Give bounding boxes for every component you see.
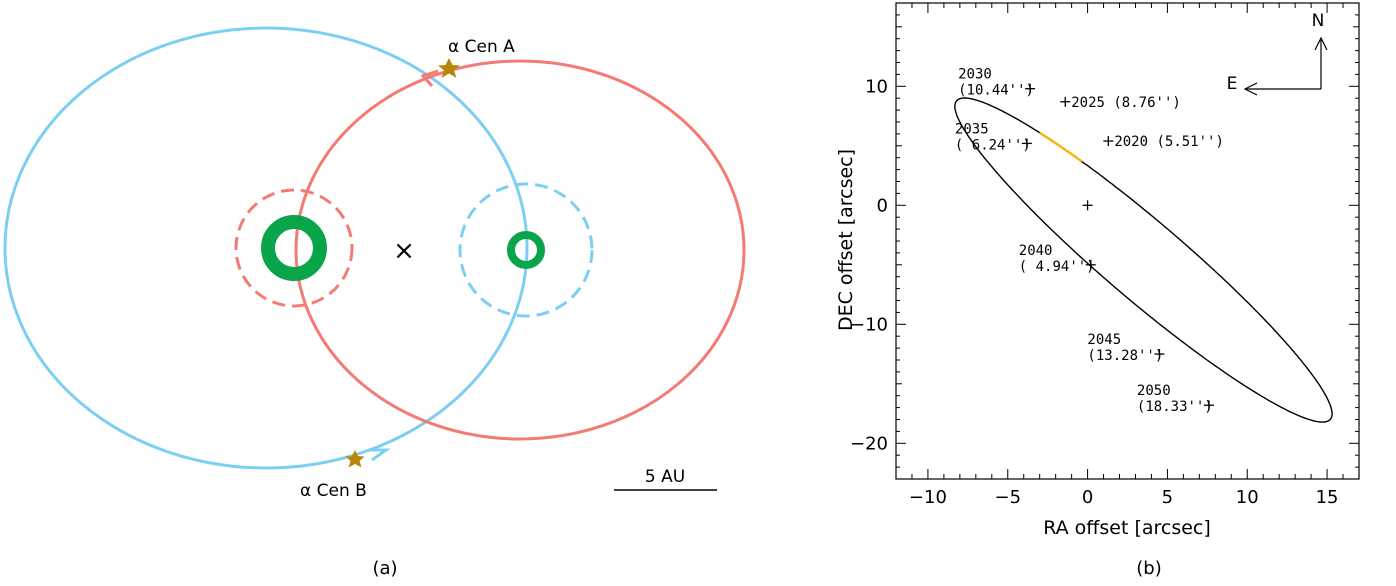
y-tick-label: −10 [850, 314, 888, 335]
x-tick-label: 0 [1082, 487, 1093, 508]
epoch-marker-2050 [1203, 400, 1214, 411]
epoch-marker-2040 [1085, 259, 1096, 270]
epoch-marker-2035 [1021, 138, 1032, 149]
cen-b-label: α Cen B [300, 481, 367, 501]
orbit-diagram-panel: × α Cen A α Cen B 5 AU (a) [3, 26, 746, 579]
cen-a-habitable-zone [261, 215, 327, 281]
sky-projection-chart: −10 −5 0 5 10 15 −20 −10 0 10 2020 (5.51'') 2025 (… [835, 2, 1360, 579]
epoch-marker-2025 [1060, 96, 1071, 107]
x-tick-label: 5 [1162, 487, 1173, 508]
compass: N E [1227, 11, 1328, 96]
orbit-highlight-segment [1038, 131, 1083, 163]
axis-ticks [895, 2, 1360, 480]
epoch-label-2035: 2035( 6.24'') [955, 121, 1031, 153]
panel-a-caption: (a) [372, 558, 397, 579]
epoch-label-2020: 2020 (5.51'') [1114, 134, 1224, 150]
cen-b-orbit-arrow [368, 448, 391, 462]
cen-a-stability-circle [234, 188, 354, 308]
relative-orbit [954, 97, 1333, 423]
svg-text:2045: 2045 [1087, 332, 1121, 348]
x-tick-label: −10 [909, 487, 947, 508]
x-tick-label: −5 [994, 487, 1021, 508]
svg-text:(10.44''): (10.44'') [958, 83, 1034, 99]
x-tick-label: 10 [1236, 487, 1259, 508]
svg-text:2040: 2040 [1019, 243, 1053, 259]
axis-tick-labels: −10 −5 0 5 10 15 −20 −10 0 10 [850, 76, 1339, 508]
svg-text:2030: 2030 [958, 67, 992, 83]
primary-star-marker [1082, 200, 1093, 211]
epoch-label-2050: 2050(18.33'') [1137, 383, 1213, 415]
x-tick-label: 15 [1316, 487, 1339, 508]
y-tick-label: −20 [850, 433, 888, 454]
epoch-marker-2045 [1154, 349, 1165, 360]
svg-text:(18.33''): (18.33'') [1137, 399, 1213, 415]
barycenter-marker: × [393, 236, 415, 266]
cen-b-stability-circle [458, 182, 594, 318]
x-axis-label: RA offset [arcsec] [1043, 517, 1211, 539]
cen-a-orbit [294, 59, 746, 441]
epoch-label-2045: 2045(13.28'') [1087, 332, 1163, 364]
epoch-label-2030: 2030(10.44'') [958, 67, 1034, 99]
compass-east-label: E [1227, 74, 1238, 94]
cen-b-habitable-zone [507, 231, 545, 269]
epoch-markers [1021, 83, 1214, 411]
svg-text:2035: 2035 [955, 121, 989, 137]
cen-a-star-icon [438, 58, 460, 78]
epoch-marker-2030 [1025, 83, 1036, 94]
svg-text:2050: 2050 [1137, 383, 1171, 399]
panel-b-caption: (b) [1136, 558, 1161, 579]
epoch-label-2025: 2025 (8.76'') [1071, 95, 1181, 111]
svg-text:( 6.24''): ( 6.24'') [955, 137, 1031, 153]
epoch-label-2040: 2040( 4.94'') [1019, 243, 1095, 275]
cen-a-label: α Cen A [448, 37, 515, 57]
cen-b-star-icon [345, 450, 365, 468]
y-tick-label: 10 [865, 76, 888, 97]
epoch-labels: 2020 (5.51'')2025 (8.76'')2030(10.44'')2… [955, 67, 1224, 416]
cen-a-orbit-arrow [420, 69, 439, 88]
y-tick-label: 0 [877, 195, 888, 216]
svg-text:(13.28''): (13.28'') [1087, 348, 1163, 364]
epoch-marker-2020 [1103, 136, 1114, 147]
y-axis-label: DEC offset [arcsec] [835, 149, 857, 331]
compass-north-label: N [1312, 11, 1325, 31]
scale-bar-label: 5 AU [645, 467, 685, 487]
svg-text:( 4.94''): ( 4.94'') [1019, 259, 1095, 275]
cen-b-orbit [3, 26, 529, 470]
